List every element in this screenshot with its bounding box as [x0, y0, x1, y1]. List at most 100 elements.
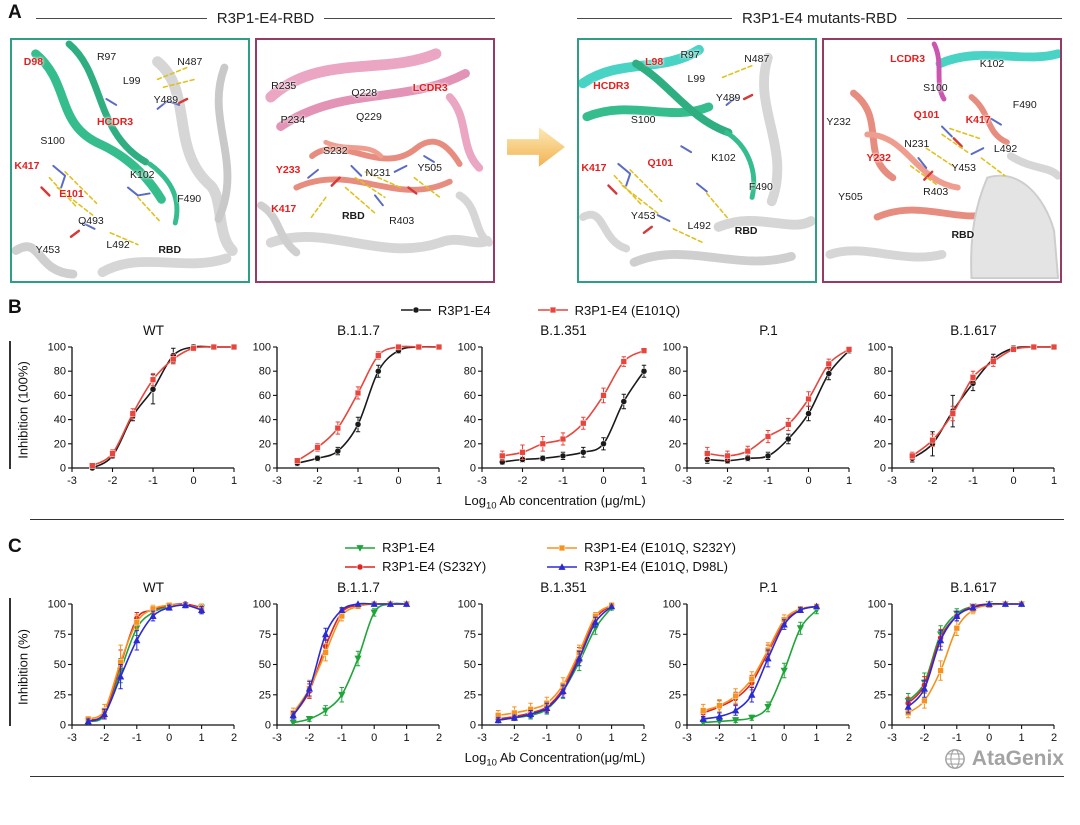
y-axis-label-col-c: Inhibition (%)	[8, 580, 38, 748]
svg-text:-3: -3	[67, 475, 77, 487]
svg-text:0: 0	[675, 720, 681, 732]
chart-cell-b-wt: WT -3 -2 -1 0 1 0 20 40 60 80 100	[38, 323, 243, 492]
residue-label: R97	[96, 51, 117, 64]
chart-cell-b-p1: P.1 -3 -2 -1 0 1 0 20 40 60 80 100	[653, 323, 858, 492]
legend-panel-c: R3P1-E4 R3P1-E4 (E101Q, S232Y) R3P1-E4 (S2…	[0, 538, 1080, 574]
svg-text:40: 40	[464, 414, 476, 426]
svg-text:-3: -3	[887, 732, 897, 744]
residue-label: Y505	[838, 190, 863, 203]
svg-text:60: 60	[669, 390, 681, 402]
residue-label: Y232	[866, 152, 891, 165]
svg-text:80: 80	[54, 366, 66, 378]
panel-b: B R3P1-E4 R3P1-E4 (E101Q) Inhibition (100…	[0, 297, 1080, 537]
axis-bracket-vertical	[9, 341, 11, 469]
chart-holder: -3 -2 -1 0 1 0 20 40 60 80 100	[653, 340, 858, 492]
residue-label: Y232	[826, 116, 851, 129]
svg-text:20: 20	[464, 438, 476, 450]
chart-WT: -3 -2 -1 0 1 2 0 25 50 75 100	[48, 599, 237, 745]
legend-marker-icon	[345, 544, 376, 552]
residue-label: K417	[965, 113, 991, 126]
chart-title: B.1.351	[540, 580, 587, 595]
residue-label: Y453	[951, 161, 976, 174]
residue-label: R235	[271, 79, 297, 92]
svg-text:40: 40	[54, 414, 66, 426]
svg-text:-1: -1	[542, 732, 552, 744]
legend-label: R3P1-E4	[382, 540, 435, 555]
svg-text:1: 1	[231, 475, 237, 487]
residue-label: HCDR3	[593, 79, 630, 92]
residue-label: Y489	[715, 92, 741, 105]
svg-text:-1: -1	[763, 475, 773, 487]
chart-P.1: -3 -2 -1 0 1 2 0 25 50 75 100	[663, 599, 852, 745]
svg-text:-2: -2	[305, 732, 315, 744]
chart-holder: -3 -2 -1 0 1 2 0 25 50 75 100	[448, 597, 653, 749]
residue-label: Y505	[417, 161, 442, 174]
residue-label: L492	[106, 239, 130, 252]
structure-boxes-row: D98 R97 N487 L99 Y489 HCDR3 S100 K417 E101 K102 F4…	[10, 38, 1062, 283]
svg-text:100: 100	[868, 599, 886, 611]
residue-label: S100	[630, 113, 656, 126]
group-title-left: R3P1-E4-RBD	[36, 10, 495, 27]
residue-label: K102	[130, 169, 155, 182]
svg-text:0: 0	[986, 732, 992, 744]
x-label-text: Log	[464, 750, 487, 765]
structure-rendering	[12, 40, 248, 281]
residue-label: Y453	[630, 210, 656, 223]
svg-text:-2: -2	[715, 732, 725, 744]
legend-item: R3P1-E4	[344, 540, 435, 555]
svg-text:0: 0	[265, 463, 271, 475]
legend-marker-icon	[537, 306, 568, 314]
x-label-text: Ab concentration (μg/mL)	[496, 493, 646, 508]
residue-label: LCDR3	[412, 82, 448, 95]
svg-text:-2: -2	[928, 475, 938, 487]
svg-text:-2: -2	[723, 475, 733, 487]
svg-text:25: 25	[874, 689, 886, 701]
residue-label: N487	[177, 55, 203, 68]
residue-label: D98	[23, 55, 44, 68]
svg-text:100: 100	[663, 599, 681, 611]
panel-c: C R3P1-E4 R3P1-E4 (E101Q, S232Y) R3P1-E4 (…	[0, 536, 1080, 825]
svg-text:80: 80	[259, 366, 271, 378]
residue-label: R403	[389, 214, 415, 227]
residue-label: N231	[365, 166, 391, 179]
svg-text:0: 0	[781, 732, 787, 744]
svg-text:-2: -2	[313, 475, 323, 487]
chart-holder: -3 -2 -1 0 1 2 0 25 50 75 100	[243, 597, 448, 749]
svg-text:0: 0	[371, 732, 377, 744]
svg-text:25: 25	[464, 689, 476, 701]
legend-label: R3P1-E4 (E101Q, S232Y)	[584, 540, 736, 555]
chart-title: WT	[143, 323, 164, 338]
y-axis-title-c: Inhibition (%)	[15, 629, 31, 706]
legend-label: R3P1-E4 (E101Q)	[574, 302, 681, 318]
residue-label: E101	[59, 188, 84, 201]
svg-text:60: 60	[259, 390, 271, 402]
residue-label: L492	[687, 219, 711, 232]
svg-text:100: 100	[458, 342, 476, 354]
svg-text:40: 40	[874, 414, 886, 426]
residue-label: N231	[904, 137, 930, 150]
chart-holder: -3 -2 -1 0 1 0 20 40 60 80 100	[858, 340, 1063, 492]
group-title-right-text: R3P1-E4 mutants-RBD	[741, 10, 898, 27]
residue-label: Q229	[356, 111, 382, 124]
svg-text:-1: -1	[148, 475, 158, 487]
residue-label: S100	[40, 135, 65, 148]
svg-text:1: 1	[609, 732, 615, 744]
title-rule	[577, 18, 732, 19]
x-label-text: Log	[464, 493, 486, 508]
panel-a-label: A	[8, 2, 22, 23]
residue-label: F490	[748, 181, 773, 194]
x-axis-label-c: Log10 Ab Concentration(μg/mL)	[0, 750, 1080, 769]
residue-label: F490	[1012, 99, 1037, 112]
panel-b-label: B	[8, 297, 22, 318]
svg-text:50: 50	[54, 659, 66, 671]
chart-holder: -3 -2 -1 0 1 2 0 25 50 75 100	[38, 597, 243, 749]
residue-label: L98	[645, 55, 664, 68]
svg-text:20: 20	[259, 438, 271, 450]
legend-marker-icon	[547, 562, 578, 570]
chart-cell-c-b1617: B.1.617 -3 -2 -1 0 1 2 0 25 50 75 100	[858, 580, 1063, 749]
svg-text:100: 100	[663, 342, 681, 354]
chart-cell-c-wt: WT -3 -2 -1 0 1 2 0 25 50 75 100	[38, 580, 243, 749]
residue-label: P234	[280, 113, 306, 126]
svg-text:40: 40	[259, 414, 271, 426]
